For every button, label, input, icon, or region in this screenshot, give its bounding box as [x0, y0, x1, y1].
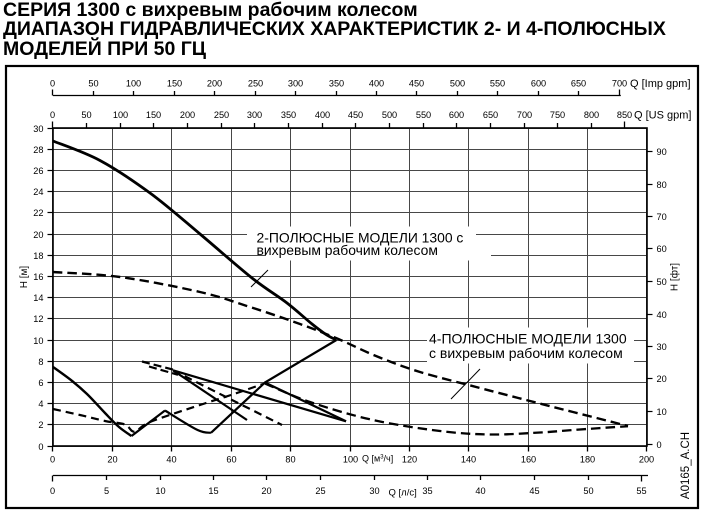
svg-text:H [м]: H [м] [19, 266, 30, 289]
svg-text:28: 28 [33, 145, 43, 155]
svg-text:80: 80 [285, 454, 295, 464]
svg-text:55: 55 [636, 486, 646, 496]
svg-text:16: 16 [33, 272, 43, 282]
svg-text:0: 0 [50, 110, 55, 120]
svg-text:4: 4 [38, 399, 43, 409]
svg-text:60: 60 [226, 454, 236, 464]
svg-text:650: 650 [571, 79, 586, 89]
svg-text:200: 200 [639, 454, 654, 464]
svg-text:850: 850 [617, 110, 632, 120]
svg-text:30: 30 [657, 342, 667, 352]
svg-text:100: 100 [126, 79, 141, 89]
svg-text:8: 8 [38, 357, 43, 367]
svg-text:40: 40 [657, 310, 667, 320]
svg-text:160: 160 [521, 454, 536, 464]
svg-text:0: 0 [50, 454, 55, 464]
svg-text:250: 250 [248, 79, 263, 89]
svg-text:H [фт]: H [фт] [669, 263, 681, 291]
svg-text:70: 70 [657, 212, 667, 222]
svg-text:650: 650 [483, 110, 498, 120]
svg-text:100: 100 [343, 454, 358, 464]
svg-text:4-ПОЛЮСНЫЕ МОДЕЛИ 1300: 4-ПОЛЮСНЫЕ МОДЕЛИ 1300 [429, 331, 627, 347]
svg-text:50: 50 [583, 486, 593, 496]
svg-text:Q [Imp gpm]: Q [Imp gpm] [630, 78, 691, 90]
svg-text:450: 450 [348, 110, 363, 120]
svg-text:14: 14 [33, 293, 43, 303]
svg-text:550: 550 [416, 110, 431, 120]
svg-text:150: 150 [167, 79, 182, 89]
svg-text:вихревым рабочим колесом: вихревым рабочим колесом [257, 242, 438, 258]
svg-text:35: 35 [422, 486, 432, 496]
svg-text:5: 5 [104, 486, 109, 496]
svg-text:20: 20 [261, 486, 271, 496]
svg-text:0: 0 [38, 442, 43, 452]
svg-text:12: 12 [33, 314, 43, 324]
svg-text:500: 500 [382, 110, 397, 120]
svg-text:800: 800 [584, 110, 599, 120]
svg-text:24: 24 [33, 187, 43, 197]
svg-text:600: 600 [531, 79, 546, 89]
svg-text:20: 20 [107, 454, 117, 464]
svg-text:10: 10 [657, 407, 667, 417]
svg-text:20: 20 [33, 230, 43, 240]
svg-text:550: 550 [490, 79, 505, 89]
svg-text:300: 300 [288, 79, 303, 89]
svg-text:0: 0 [50, 486, 55, 496]
svg-text:100: 100 [113, 110, 128, 120]
svg-text:180: 180 [580, 454, 595, 464]
svg-text:50: 50 [657, 277, 667, 287]
svg-text:80: 80 [657, 180, 667, 190]
svg-text:40: 40 [166, 454, 176, 464]
svg-text:400: 400 [369, 79, 384, 89]
svg-text:50: 50 [81, 110, 91, 120]
svg-text:26: 26 [33, 166, 43, 176]
svg-text:25: 25 [315, 486, 325, 496]
svg-text:Q [US gpm]: Q [US gpm] [634, 110, 691, 122]
svg-text:30: 30 [33, 124, 43, 134]
svg-text:700: 700 [517, 110, 532, 120]
svg-text:600: 600 [449, 110, 464, 120]
svg-text:10: 10 [155, 486, 165, 496]
svg-text:50: 50 [88, 79, 98, 89]
svg-text:90: 90 [657, 147, 667, 157]
svg-text:120: 120 [402, 454, 417, 464]
svg-text:30: 30 [369, 486, 379, 496]
svg-text:6: 6 [38, 378, 43, 388]
svg-text:A0165_A.CH: A0165_A.CH [680, 432, 692, 499]
svg-text:с вихревым рабочим колесом: с вихревым рабочим колесом [429, 345, 623, 361]
svg-text:150: 150 [146, 110, 161, 120]
svg-text:500: 500 [450, 79, 465, 89]
svg-text:18: 18 [33, 251, 43, 261]
svg-text:750: 750 [550, 110, 565, 120]
svg-text:200: 200 [207, 79, 222, 89]
svg-text:140: 140 [461, 454, 476, 464]
svg-text:10: 10 [33, 336, 43, 346]
svg-text:60: 60 [657, 244, 667, 254]
svg-text:15: 15 [208, 486, 218, 496]
svg-text:2-ПОЛЮСНЫЕ МОДЕЛИ 1300 с: 2-ПОЛЮСНЫЕ МОДЕЛИ 1300 с [257, 230, 464, 246]
svg-text:Q [л/с]: Q [л/с] [389, 488, 417, 499]
svg-text:22: 22 [33, 208, 43, 218]
svg-text:350: 350 [329, 79, 344, 89]
svg-text:40: 40 [475, 486, 485, 496]
svg-text:0: 0 [50, 79, 55, 89]
svg-text:350: 350 [281, 110, 296, 120]
svg-text:400: 400 [315, 110, 330, 120]
svg-text:20: 20 [657, 374, 667, 384]
svg-text:2: 2 [38, 420, 43, 430]
svg-text:300: 300 [247, 110, 262, 120]
svg-text:250: 250 [214, 110, 229, 120]
svg-text:Q [м3/ч]: Q [м3/ч] [362, 454, 393, 464]
svg-text:0: 0 [657, 440, 662, 450]
svg-text:45: 45 [529, 486, 539, 496]
svg-text:700: 700 [612, 79, 627, 89]
svg-text:450: 450 [409, 79, 424, 89]
svg-text:200: 200 [180, 110, 195, 120]
